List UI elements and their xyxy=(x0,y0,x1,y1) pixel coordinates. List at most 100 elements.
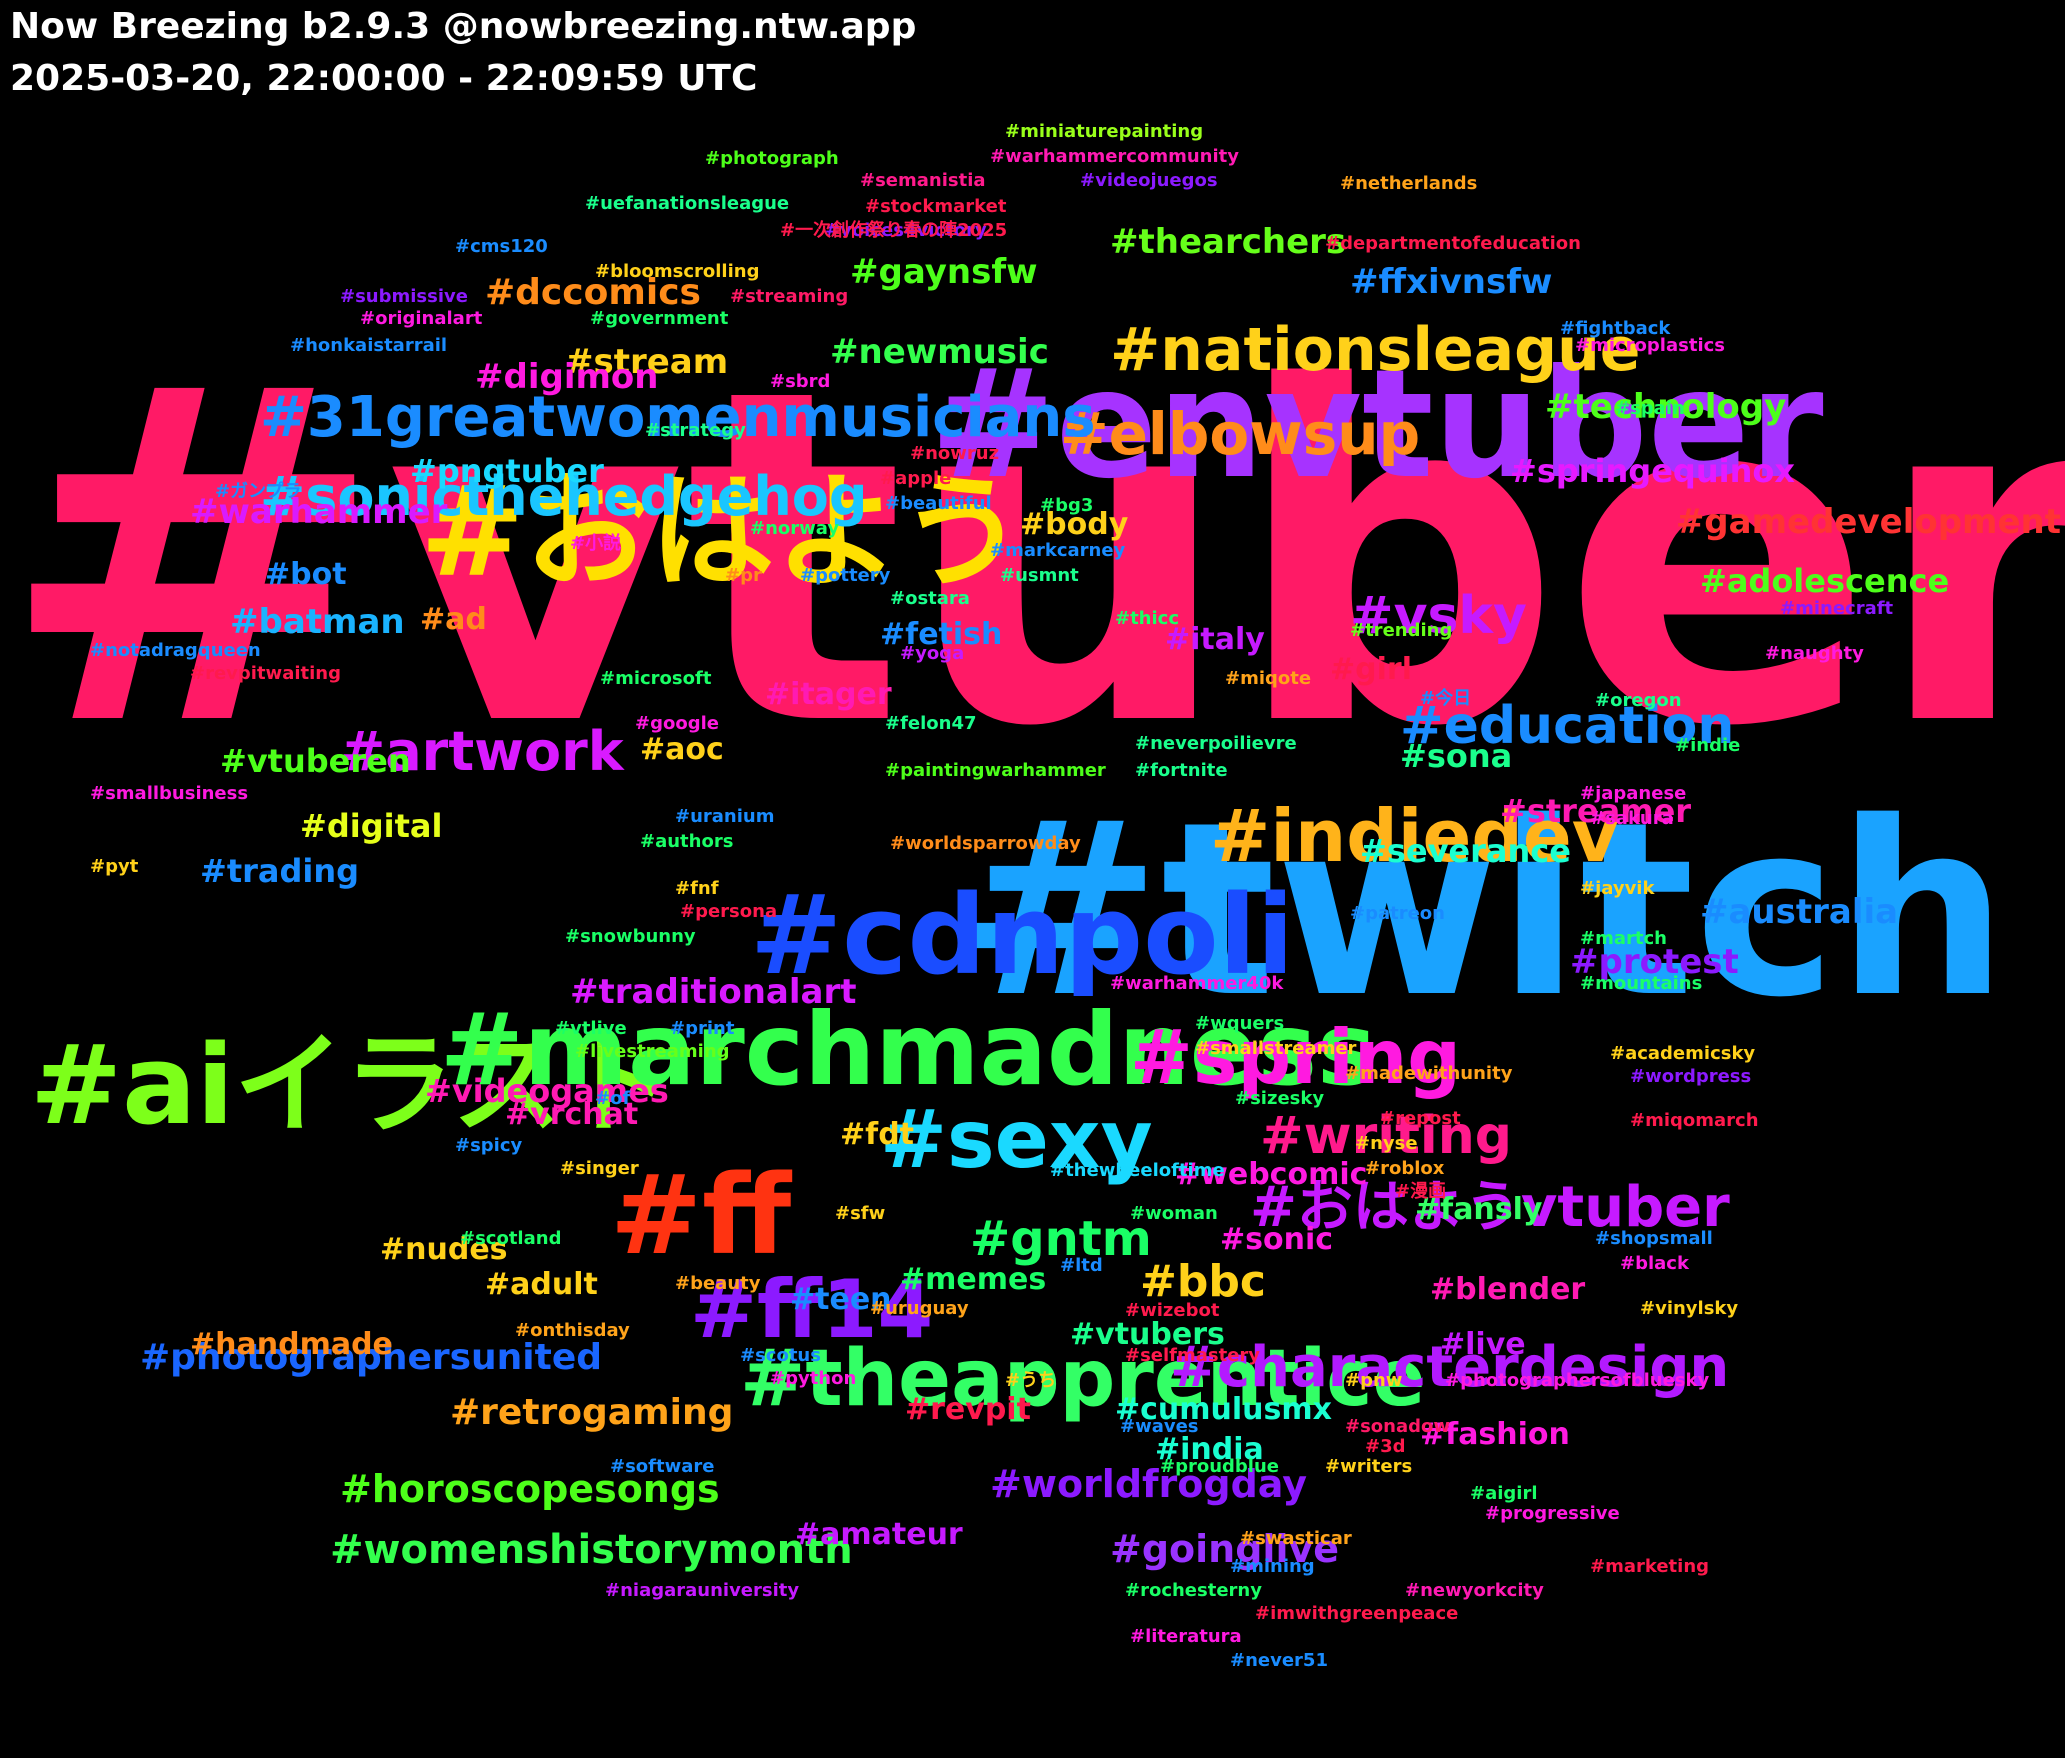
hashtag-word[interactable]: #photographersunited xyxy=(140,1337,603,1378)
hashtag-word[interactable]: #trading xyxy=(200,852,360,890)
hashtag-word[interactable]: #videogames xyxy=(425,1072,669,1110)
hashtag-word[interactable]: #gntm xyxy=(970,1211,1152,1267)
hashtag-word[interactable]: #ffxivnsfw xyxy=(1350,262,1553,302)
hashtag-word[interactable]: #pngtuber xyxy=(410,452,604,490)
hashtag-word[interactable]: #theapprentice xyxy=(740,1334,1426,1424)
hashtag-word[interactable]: #bot xyxy=(265,557,347,592)
hashtag-word[interactable]: #imwithgreenpeace xyxy=(1255,1603,1459,1624)
hashtag-word[interactable]: #scotus xyxy=(740,1345,821,1366)
hashtag-word[interactable]: #vtlive xyxy=(555,1018,627,1039)
hashtag-word[interactable]: #indiedev xyxy=(1210,794,1619,878)
hashtag-word[interactable]: #wquers xyxy=(1195,1013,1285,1034)
hashtag-word[interactable]: #stream xyxy=(565,342,729,382)
hashtag-word[interactable]: #google xyxy=(635,713,719,734)
hashtag-word[interactable]: #dccomics xyxy=(485,272,701,313)
hashtag-word[interactable]: #revpit xyxy=(905,1392,1031,1427)
hashtag-word[interactable]: #madewithunity xyxy=(1345,1063,1513,1084)
hashtag-word[interactable]: #severance xyxy=(1360,832,1571,870)
hashtag-word[interactable]: #nudes xyxy=(380,1232,508,1267)
hashtag-word[interactable]: #sona xyxy=(1400,737,1513,775)
hashtag-word[interactable]: #stockmarket xyxy=(865,196,1007,217)
hashtag-word[interactable]: #おはようvtuber xyxy=(1250,1175,1730,1240)
hashtag-word[interactable]: #yoga xyxy=(900,643,965,664)
hashtag-word[interactable]: #woman xyxy=(1130,1203,1218,1224)
hashtag-word[interactable]: #indie xyxy=(1675,735,1741,756)
hashtag-word[interactable]: #springequinox xyxy=(1510,452,1795,490)
hashtag-word[interactable]: #teen xyxy=(790,1282,892,1317)
hashtag-word[interactable]: #batman xyxy=(230,602,405,642)
hashtag-word[interactable]: #sonic xyxy=(1220,1222,1334,1257)
hashtag-word[interactable]: #voices4victory xyxy=(825,220,987,241)
hashtag-word[interactable]: #digital xyxy=(300,807,443,845)
hashtag-word[interactable]: #shopsmall xyxy=(1595,1228,1713,1249)
hashtag-word[interactable]: #beautiful xyxy=(885,493,992,514)
hashtag-word[interactable]: #thearchers xyxy=(1110,222,1347,262)
hashtag-word[interactable]: #ff14 xyxy=(690,1263,934,1356)
hashtag-word[interactable]: #revpitwaiting xyxy=(190,663,341,684)
hashtag-word[interactable]: #onthisday xyxy=(515,1320,630,1341)
hashtag-word[interactable]: #fortnite xyxy=(1135,760,1228,781)
hashtag-word[interactable]: #norway xyxy=(750,518,840,539)
hashtag-word[interactable]: #uruguay xyxy=(870,1298,969,1319)
hashtag-word[interactable]: #uranium xyxy=(675,806,775,827)
hashtag-word[interactable]: #repost xyxy=(1380,1108,1461,1129)
hashtag-word[interactable]: #aoc xyxy=(640,732,724,767)
hashtag-word[interactable]: #artwork xyxy=(340,720,624,783)
hashtag-word[interactable]: #一次創作祭り春の陣2025 xyxy=(780,220,1008,241)
hashtag-word[interactable]: #今日 xyxy=(1420,688,1472,709)
hashtag-word[interactable]: #education xyxy=(1400,696,1735,756)
hashtag-word[interactable]: #おはよう xyxy=(420,460,1025,605)
hashtag-word[interactable]: #minecraft xyxy=(1780,598,1894,619)
hashtag-word[interactable]: #fashion xyxy=(1420,1417,1570,1452)
hashtag-word[interactable]: #sonadow xyxy=(1345,1416,1451,1437)
hashtag-word[interactable]: #thewheeloftime xyxy=(1050,1160,1225,1181)
hashtag-word[interactable]: #usmnt xyxy=(1000,565,1079,586)
hashtag-word[interactable]: #of xyxy=(595,1088,631,1109)
hashtag-word[interactable]: #31greatwomenmusicians xyxy=(260,385,1096,450)
hashtag-word[interactable]: #vinylsky xyxy=(1640,1298,1739,1319)
hashtag-word[interactable]: #ltd xyxy=(1060,1255,1103,1276)
hashtag-word[interactable]: #sbrd xyxy=(770,371,831,392)
hashtag-word[interactable]: #pnw xyxy=(1345,1370,1403,1391)
hashtag-word[interactable]: #authors xyxy=(640,831,734,852)
hashtag-word[interactable]: #worldsparrowday xyxy=(890,833,1081,854)
hashtag-word[interactable]: #womenshistorymonth xyxy=(330,1527,853,1573)
hashtag-word[interactable]: #microsoft xyxy=(600,668,712,689)
hashtag-word[interactable]: #neverpoilievre xyxy=(1135,733,1297,754)
hashtag-word[interactable]: #nyse xyxy=(1355,1133,1418,1154)
hashtag-word[interactable]: #writers xyxy=(1325,1456,1413,1477)
hashtag-word[interactable]: #notadragqueen xyxy=(90,640,261,661)
hashtag-word[interactable]: #marchmadness xyxy=(440,991,1377,1108)
hashtag-word[interactable]: #vsky xyxy=(1350,586,1527,646)
hashtag-word[interactable]: #vtubers xyxy=(1070,1317,1225,1352)
hashtag-word[interactable]: #technology xyxy=(1545,387,1787,427)
hashtag-word[interactable]: #goinglive xyxy=(1110,1527,1340,1571)
hashtag-word[interactable]: #naughty xyxy=(1765,643,1864,664)
hashtag-word[interactable]: #sexy xyxy=(880,1093,1153,1186)
hashtag-word[interactable]: #memes xyxy=(900,1262,1047,1297)
hashtag-word[interactable]: #fansly xyxy=(1415,1192,1543,1227)
hashtag-word[interactable]: #aiイラスト xyxy=(30,1021,672,1149)
hashtag-word[interactable]: #netherlands xyxy=(1340,173,1478,194)
hashtag-word[interactable]: #cumulusmx xyxy=(1115,1392,1333,1427)
hashtag-word[interactable]: #fnf xyxy=(675,878,719,899)
hashtag-word[interactable]: #fightback xyxy=(1560,318,1671,339)
hashtag-word[interactable]: #marketing xyxy=(1590,1556,1710,1577)
hashtag-word[interactable]: #うち xyxy=(1005,1370,1057,1391)
hashtag-word[interactable]: #python xyxy=(770,1368,857,1389)
hashtag-word[interactable]: #traditionalart xyxy=(570,972,857,1012)
hashtag-word[interactable]: #retrogaming xyxy=(450,1392,734,1433)
hashtag-word[interactable]: #mountains xyxy=(1580,973,1703,994)
hashtag-word[interactable]: #oregon xyxy=(1595,690,1682,711)
hashtag-word[interactable]: #fetish xyxy=(880,617,1003,652)
hashtag-word[interactable]: #worldfrogday xyxy=(990,1462,1308,1506)
hashtag-word[interactable]: #pyt xyxy=(90,856,139,877)
hashtag-word[interactable]: #aigirl xyxy=(1470,1483,1538,1504)
hashtag-word[interactable]: #spain xyxy=(1615,398,1685,419)
hashtag-word[interactable]: #markcarney xyxy=(990,540,1126,561)
hashtag-word[interactable]: #patreon xyxy=(1350,903,1445,924)
hashtag-word[interactable]: #felon47 xyxy=(885,713,977,734)
hashtag-word[interactable]: #girl xyxy=(1330,652,1412,687)
hashtag-word[interactable]: #persona xyxy=(680,901,778,922)
hashtag-word[interactable]: #waves xyxy=(1120,1416,1199,1437)
